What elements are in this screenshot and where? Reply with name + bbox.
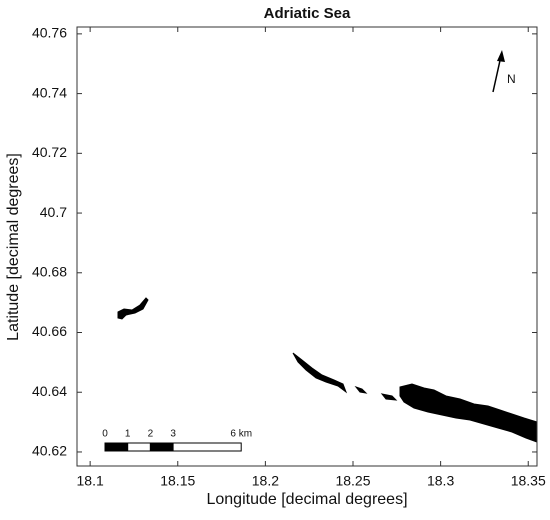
x-axis-label: Longitude [decimal degrees]	[206, 491, 407, 508]
y-axis-label: Latitude [decimal degrees]	[5, 153, 22, 341]
scale-label: 2	[148, 429, 154, 440]
y-tick-label: 40.66	[32, 323, 67, 339]
arrow-shaft	[492, 55, 502, 93]
north-arrow: N	[492, 50, 516, 93]
island	[117, 297, 149, 320]
scale-segment	[104, 442, 129, 452]
x-tick-label: 18.2	[252, 473, 279, 489]
arrow-head	[497, 50, 505, 62]
scale-label: 0	[102, 429, 108, 440]
coast-segment	[399, 383, 538, 443]
chart-title: Adriatic Sea	[264, 5, 351, 22]
coast-segment	[380, 393, 398, 401]
y-tick-label: 40.7	[40, 204, 67, 220]
scale-label: 3	[170, 429, 176, 440]
y-tick-label: 40.74	[32, 84, 67, 100]
coast-segment	[354, 385, 368, 394]
scale-segment	[127, 442, 151, 452]
y-tick-label: 40.68	[32, 263, 67, 279]
y-tick-label: 40.62	[32, 443, 67, 459]
y-tick-label: 40.72	[32, 144, 67, 160]
y-tick-label: 40.76	[32, 25, 67, 41]
north-label: N	[507, 72, 516, 86]
x-tick-label: 18.15	[160, 473, 195, 489]
scale-label: 6 km	[230, 429, 252, 440]
y-tick-label: 40.64	[32, 383, 67, 399]
plot-frame	[76, 26, 538, 467]
scale-segment	[172, 442, 242, 452]
coast-segment	[292, 352, 348, 394]
coastline	[117, 297, 538, 443]
x-tick-label: 18.3	[427, 473, 454, 489]
x-tick-label: 18.1	[77, 473, 104, 489]
scale-segment	[149, 442, 174, 452]
scale-label: 1	[125, 429, 131, 440]
x-tick-label: 18.35	[511, 473, 546, 489]
x-tick-label: 18.25	[335, 473, 370, 489]
